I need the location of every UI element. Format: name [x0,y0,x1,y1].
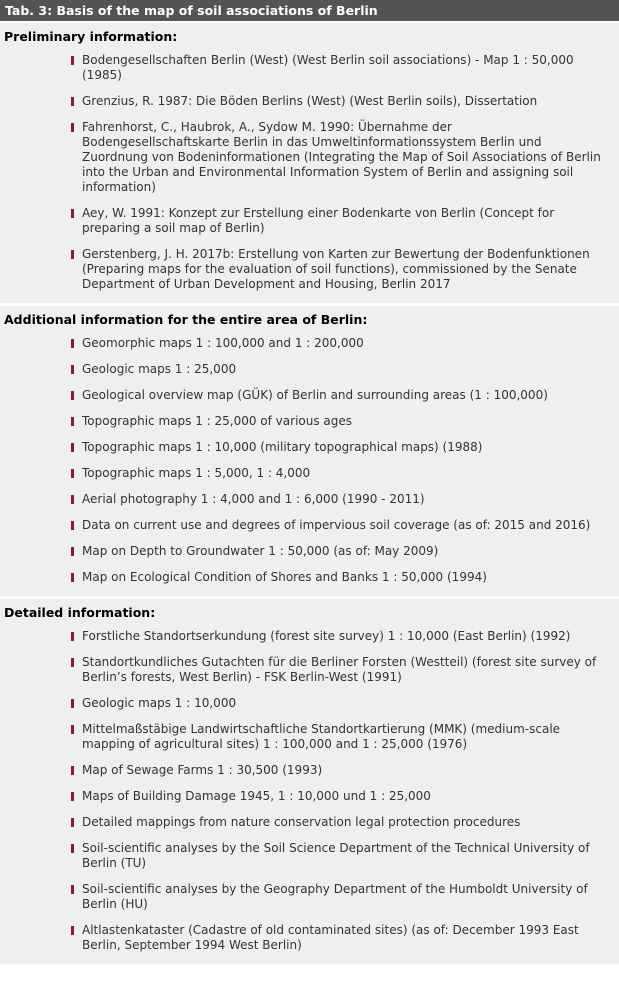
list-item: Geologic maps 1 : 25,000 [71,362,603,377]
list-item-text: Geological overview map (GÜK) of Berlin … [82,388,548,402]
section-preliminary: Preliminary information: Bodengesellscha… [0,23,619,303]
list-item-text: Geologic maps 1 : 10,000 [82,696,237,710]
bullet-icon [71,885,74,894]
bullet-icon [71,97,74,106]
list-item: Standortkundliches Gutachten für die Ber… [71,655,603,685]
bullet-icon [71,391,74,400]
bullet-icon [71,443,74,452]
list-item-text: Detailed mappings from nature conservati… [82,815,521,829]
bullet-icon [71,699,74,708]
list-item-text: Bodengesellschaften Berlin (West) (West … [82,53,574,82]
bullet-icon [71,417,74,426]
list-item-text: Grenzius, R. 1987: Die Böden Berlins (We… [82,94,538,108]
list-item: Map on Ecological Condition of Shores an… [71,570,603,585]
bullet-icon [71,250,74,259]
list-item: Topographic maps 1 : 10,000 (military to… [71,440,603,455]
list-item: Forstliche Standortserkundung (forest si… [71,629,603,644]
list-item-text: Topographic maps 1 : 25,000 of various a… [82,414,353,428]
list-item: Topographic maps 1 : 25,000 of various a… [71,414,603,429]
list-item: Aerial photography 1 : 4,000 and 1 : 6,0… [71,492,603,507]
bullet-icon [71,818,74,827]
list-item-text: Topographic maps 1 : 5,000, 1 : 4,000 [82,466,311,480]
list-item: Maps of Building Damage 1945, 1 : 10,000… [71,789,603,804]
list-item: Geomorphic maps 1 : 100,000 and 1 : 200,… [71,336,603,351]
bullet-icon [71,547,74,556]
bullet-icon [71,725,74,734]
bullet-icon [71,56,74,65]
bullet-icon [71,792,74,801]
bullet-icon [71,365,74,374]
list-item: Gerstenberg, J. H. 2017b: Erstellung von… [71,247,603,292]
list-item-text: Aey, W. 1991: Konzept zur Erstellung ein… [82,206,555,235]
bullet-icon [71,209,74,218]
list-item: Soil-scientific analyses by the Soil Sci… [71,841,603,871]
list-item: Grenzius, R. 1987: Die Böden Berlins (We… [71,94,603,109]
list-item-text: Standortkundliches Gutachten für die Ber… [82,655,597,684]
bullet-icon [71,521,74,530]
section-heading: Detailed information: [4,605,156,620]
list-item-text: Maps of Building Damage 1945, 1 : 10,000… [82,789,431,803]
list-item: Bodengesellschaften Berlin (West) (West … [71,53,603,83]
list-item-text: Soil-scientific analyses by the Soil Sci… [82,841,590,870]
bullet-icon [71,926,74,935]
list-item-text: Aerial photography 1 : 4,000 and 1 : 6,0… [82,492,425,506]
list-item-text: Geologic maps 1 : 25,000 [82,362,237,376]
list-item: Aey, W. 1991: Konzept zur Erstellung ein… [71,206,603,236]
list-item-text: Map on Ecological Condition of Shores an… [82,570,487,584]
list-item: Topographic maps 1 : 5,000, 1 : 4,000 [71,466,603,481]
bullet-icon [71,766,74,775]
list-item-text: Fahrenhorst, C., Haubrok, A., Sydow M. 1… [82,120,601,194]
section-heading: Additional information for the entire ar… [4,312,368,327]
list-item-text: Map of Sewage Farms 1 : 30,500 (1993) [82,763,323,777]
bullet-icon [71,632,74,641]
list-item-text: Soil-scientific analyses by the Geograph… [82,882,588,911]
bullet-icon [71,658,74,667]
bullet-icon [71,339,74,348]
item-list: Geomorphic maps 1 : 100,000 and 1 : 200,… [4,336,611,585]
list-item-text: Geomorphic maps 1 : 100,000 and 1 : 200,… [82,336,364,350]
list-item: Detailed mappings from nature conservati… [71,815,603,830]
list-item: Geological overview map (GÜK) of Berlin … [71,388,603,403]
list-item: Fahrenhorst, C., Haubrok, A., Sydow M. 1… [71,120,603,195]
list-item-text: Altlastenkataster (Cadastre of old conta… [82,923,579,952]
bullet-icon [71,844,74,853]
list-item: Soil-scientific analyses by the Geograph… [71,882,603,912]
section-additional: Additional information for the entire ar… [0,306,619,596]
bullet-icon [71,469,74,478]
item-list: Bodengesellschaften Berlin (West) (West … [4,53,611,292]
list-item: Map on Depth to Groundwater 1 : 50,000 (… [71,544,603,559]
section-detailed: Detailed information: Forstliche Standor… [0,599,619,964]
list-item: Data on current use and degrees of imper… [71,518,603,533]
item-list: Forstliche Standortserkundung (forest si… [4,629,611,953]
list-item: Map of Sewage Farms 1 : 30,500 (1993) [71,763,603,778]
list-item: Geologic maps 1 : 10,000 [71,696,603,711]
list-item-text: Data on current use and degrees of imper… [82,518,591,532]
bullet-icon [71,495,74,504]
bullet-icon [71,573,74,582]
list-item: Mittelmaßstäbige Landwirtschaftliche Sta… [71,722,603,752]
list-item-text: Gerstenberg, J. H. 2017b: Erstellung von… [82,247,590,291]
list-item-text: Mittelmaßstäbige Landwirtschaftliche Sta… [82,722,561,751]
list-item: Altlastenkataster (Cadastre of old conta… [71,923,603,953]
bullet-icon [71,123,74,132]
list-item-text: Topographic maps 1 : 10,000 (military to… [82,440,483,454]
list-item-text: Map on Depth to Groundwater 1 : 50,000 (… [82,544,439,558]
list-item-text: Forstliche Standortserkundung (forest si… [82,629,571,643]
table-caption: Tab. 3: Basis of the map of soil associa… [0,0,619,21]
section-heading: Preliminary information: [4,29,178,44]
